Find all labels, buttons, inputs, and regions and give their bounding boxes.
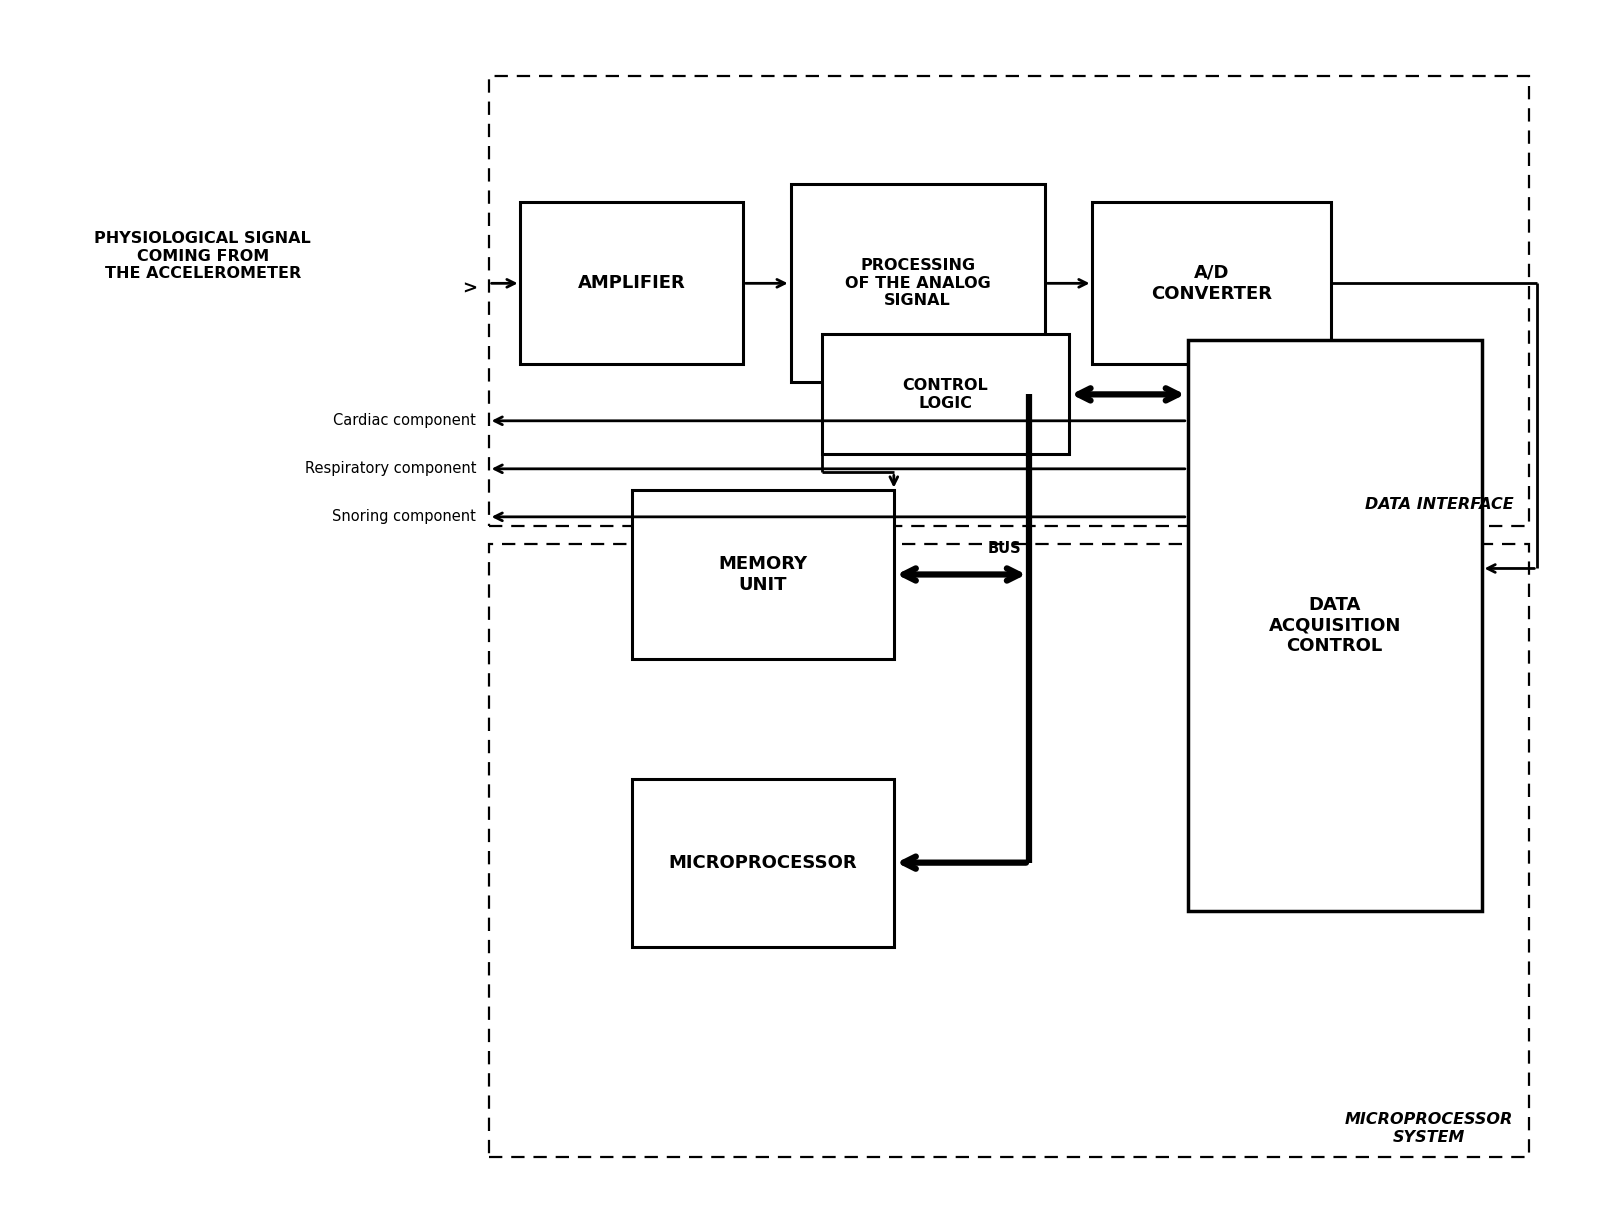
- Text: MEMORY
UNIT: MEMORY UNIT: [719, 555, 808, 594]
- Bar: [1188, 341, 1482, 910]
- Text: BUS: BUS: [987, 542, 1020, 556]
- Bar: [822, 335, 1068, 455]
- Text: Cardiac component: Cardiac component: [334, 413, 476, 428]
- Text: PHYSIOLOGICAL SIGNAL
COMING FROM
THE ACCELEROMETER: PHYSIOLOGICAL SIGNAL COMING FROM THE ACC…: [94, 231, 311, 282]
- Text: MICROPROCESSOR: MICROPROCESSOR: [669, 854, 858, 872]
- Bar: [489, 76, 1530, 526]
- Text: Respiratory component: Respiratory component: [305, 462, 476, 476]
- Bar: [1092, 202, 1330, 364]
- Text: MICROPROCESSOR
SYSTEM: MICROPROCESSOR SYSTEM: [1345, 1112, 1514, 1145]
- Text: CONTROL
LOGIC: CONTROL LOGIC: [902, 378, 989, 411]
- Text: Snoring component: Snoring component: [332, 509, 476, 525]
- Text: >: >: [462, 279, 478, 297]
- Bar: [791, 184, 1044, 382]
- Bar: [632, 779, 894, 947]
- Text: DATA
ACQUISITION
CONTROL: DATA ACQUISITION CONTROL: [1268, 596, 1401, 655]
- Text: AMPLIFIER: AMPLIFIER: [578, 274, 685, 293]
- Text: DATA INTERFACE: DATA INTERFACE: [1365, 497, 1514, 513]
- Text: PROCESSING
OF THE ANALOG
SIGNAL: PROCESSING OF THE ANALOG SIGNAL: [845, 259, 990, 308]
- Bar: [489, 544, 1530, 1157]
- Text: A/D
CONVERTER: A/D CONVERTER: [1151, 264, 1273, 302]
- Bar: [521, 202, 743, 364]
- Bar: [632, 491, 894, 659]
